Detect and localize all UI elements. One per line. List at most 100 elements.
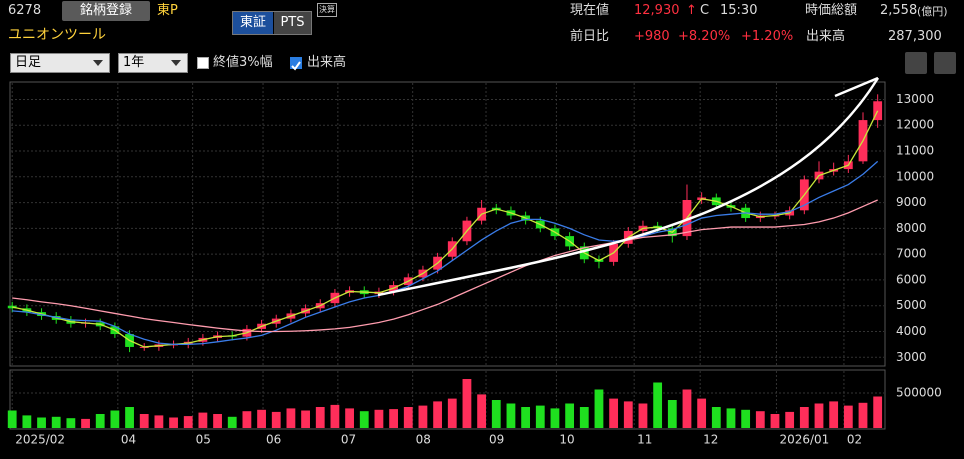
y-tick-label: 10000 xyxy=(896,169,934,183)
y-tick-label: 12000 xyxy=(896,118,934,132)
x-tick-label: 09 xyxy=(489,433,504,447)
volume-label: 出来高 xyxy=(806,29,846,44)
volume-bar xyxy=(521,407,531,428)
cap: 2,558 xyxy=(880,3,918,18)
volume-bar xyxy=(139,414,149,428)
zoom-button[interactable] xyxy=(905,52,927,74)
volume-bar xyxy=(623,401,633,428)
volume-bar xyxy=(741,409,751,428)
volume-bar xyxy=(550,408,560,428)
volume-bar xyxy=(37,417,46,428)
code: 6278 xyxy=(8,3,42,18)
price: 12,930 xyxy=(634,3,680,18)
y-tick-label: 7000 xyxy=(896,247,927,261)
tab-pts[interactable]: PTS xyxy=(274,12,311,34)
price-label: 現在値 xyxy=(570,3,610,18)
volume-bar xyxy=(506,403,516,428)
volume-bar xyxy=(183,416,193,428)
volume-bar xyxy=(345,408,354,428)
cap-label: 時価総額 xyxy=(805,3,858,18)
x-tick-label: 11 xyxy=(637,433,652,447)
tab-tse[interactable]: 東証 xyxy=(233,12,273,34)
volume-bar xyxy=(711,407,721,428)
volume-bar xyxy=(814,403,824,428)
volume-bar xyxy=(477,394,487,428)
volume-bar xyxy=(594,389,604,428)
volume: 287,300 xyxy=(888,29,942,44)
y-tick-label: 11000 xyxy=(896,144,934,158)
volume-bar xyxy=(66,418,76,428)
time: 15:30 xyxy=(720,3,758,18)
period-select[interactable]: 日足 xyxy=(10,53,110,73)
volume-bar xyxy=(403,407,413,428)
volume-bar xyxy=(95,414,105,428)
volume-bar xyxy=(51,416,61,428)
volume-bar xyxy=(799,407,809,428)
y-tick-label: 5000 xyxy=(896,298,927,312)
volume-bar xyxy=(697,398,707,428)
price-panel xyxy=(9,81,886,367)
y-tick-label: 3000 xyxy=(896,350,927,364)
moving-average xyxy=(12,110,879,348)
volume-bar xyxy=(286,408,296,428)
change: +980 xyxy=(634,29,670,44)
cap-unit: (億円) xyxy=(917,5,948,18)
range-select[interactable]: 1年 xyxy=(118,53,188,73)
volume-bar xyxy=(755,411,765,428)
volume-bar xyxy=(301,410,310,428)
volume-bar xyxy=(843,405,853,428)
price-flag: C xyxy=(700,3,710,18)
candle-body xyxy=(7,305,17,309)
volume-bar xyxy=(315,407,325,428)
volume-bar xyxy=(125,407,134,428)
scale-option: 終値3%幅 xyxy=(213,55,273,70)
volume-bar xyxy=(653,382,663,428)
change-pct: +8.20% xyxy=(678,29,731,44)
x-tick-label: 2025/02 xyxy=(15,433,65,447)
volume-bar xyxy=(110,410,120,428)
volume-bar xyxy=(829,401,839,428)
volume-bar xyxy=(682,389,692,428)
volume-bar xyxy=(154,415,164,428)
volume-bar xyxy=(257,409,266,428)
moving-average xyxy=(12,160,879,346)
register-button[interactable]: 銘柄登録 xyxy=(62,1,150,21)
y-tick-label: 500000 xyxy=(896,386,942,400)
volume-bar xyxy=(169,417,178,428)
badge[interactable]: 決算 xyxy=(317,3,337,17)
arrow-head xyxy=(834,76,879,98)
x-tick-label: 02 xyxy=(847,433,862,447)
volume-bar xyxy=(770,414,780,428)
volume-checkbox[interactable] xyxy=(290,57,302,71)
volume-option: 出来高 xyxy=(307,55,347,70)
index-change: +1.20% xyxy=(741,29,794,44)
x-tick-label: 12 xyxy=(703,433,718,447)
y-tick-label: 4000 xyxy=(896,324,927,338)
volume-bar xyxy=(447,398,457,428)
volume-bar xyxy=(242,411,252,428)
volume-bar xyxy=(433,401,442,428)
x-tick-label: 10 xyxy=(559,433,574,447)
volume-bar xyxy=(565,403,575,428)
market: 東P xyxy=(157,3,178,18)
volume-bar xyxy=(374,409,384,428)
volume-bar xyxy=(418,405,428,428)
x-tick-label: 2026/01 xyxy=(779,433,829,447)
trend-arrow xyxy=(377,77,880,297)
tab-box xyxy=(232,11,312,35)
candle-body xyxy=(873,101,883,121)
moving-average xyxy=(12,199,878,333)
volume-bar xyxy=(330,404,340,428)
volume-bar xyxy=(81,418,90,428)
x-tick-label: 06 xyxy=(266,433,281,447)
stock-name: ユニオンツール xyxy=(8,27,106,43)
volume-bar xyxy=(579,407,589,428)
volume-bar xyxy=(7,410,17,428)
volume-bar xyxy=(22,415,32,428)
price-arrow: ↑ xyxy=(686,3,697,18)
scale-checkbox[interactable] xyxy=(197,57,209,69)
settings-button[interactable] xyxy=(934,52,956,74)
volume-bar xyxy=(389,409,398,428)
